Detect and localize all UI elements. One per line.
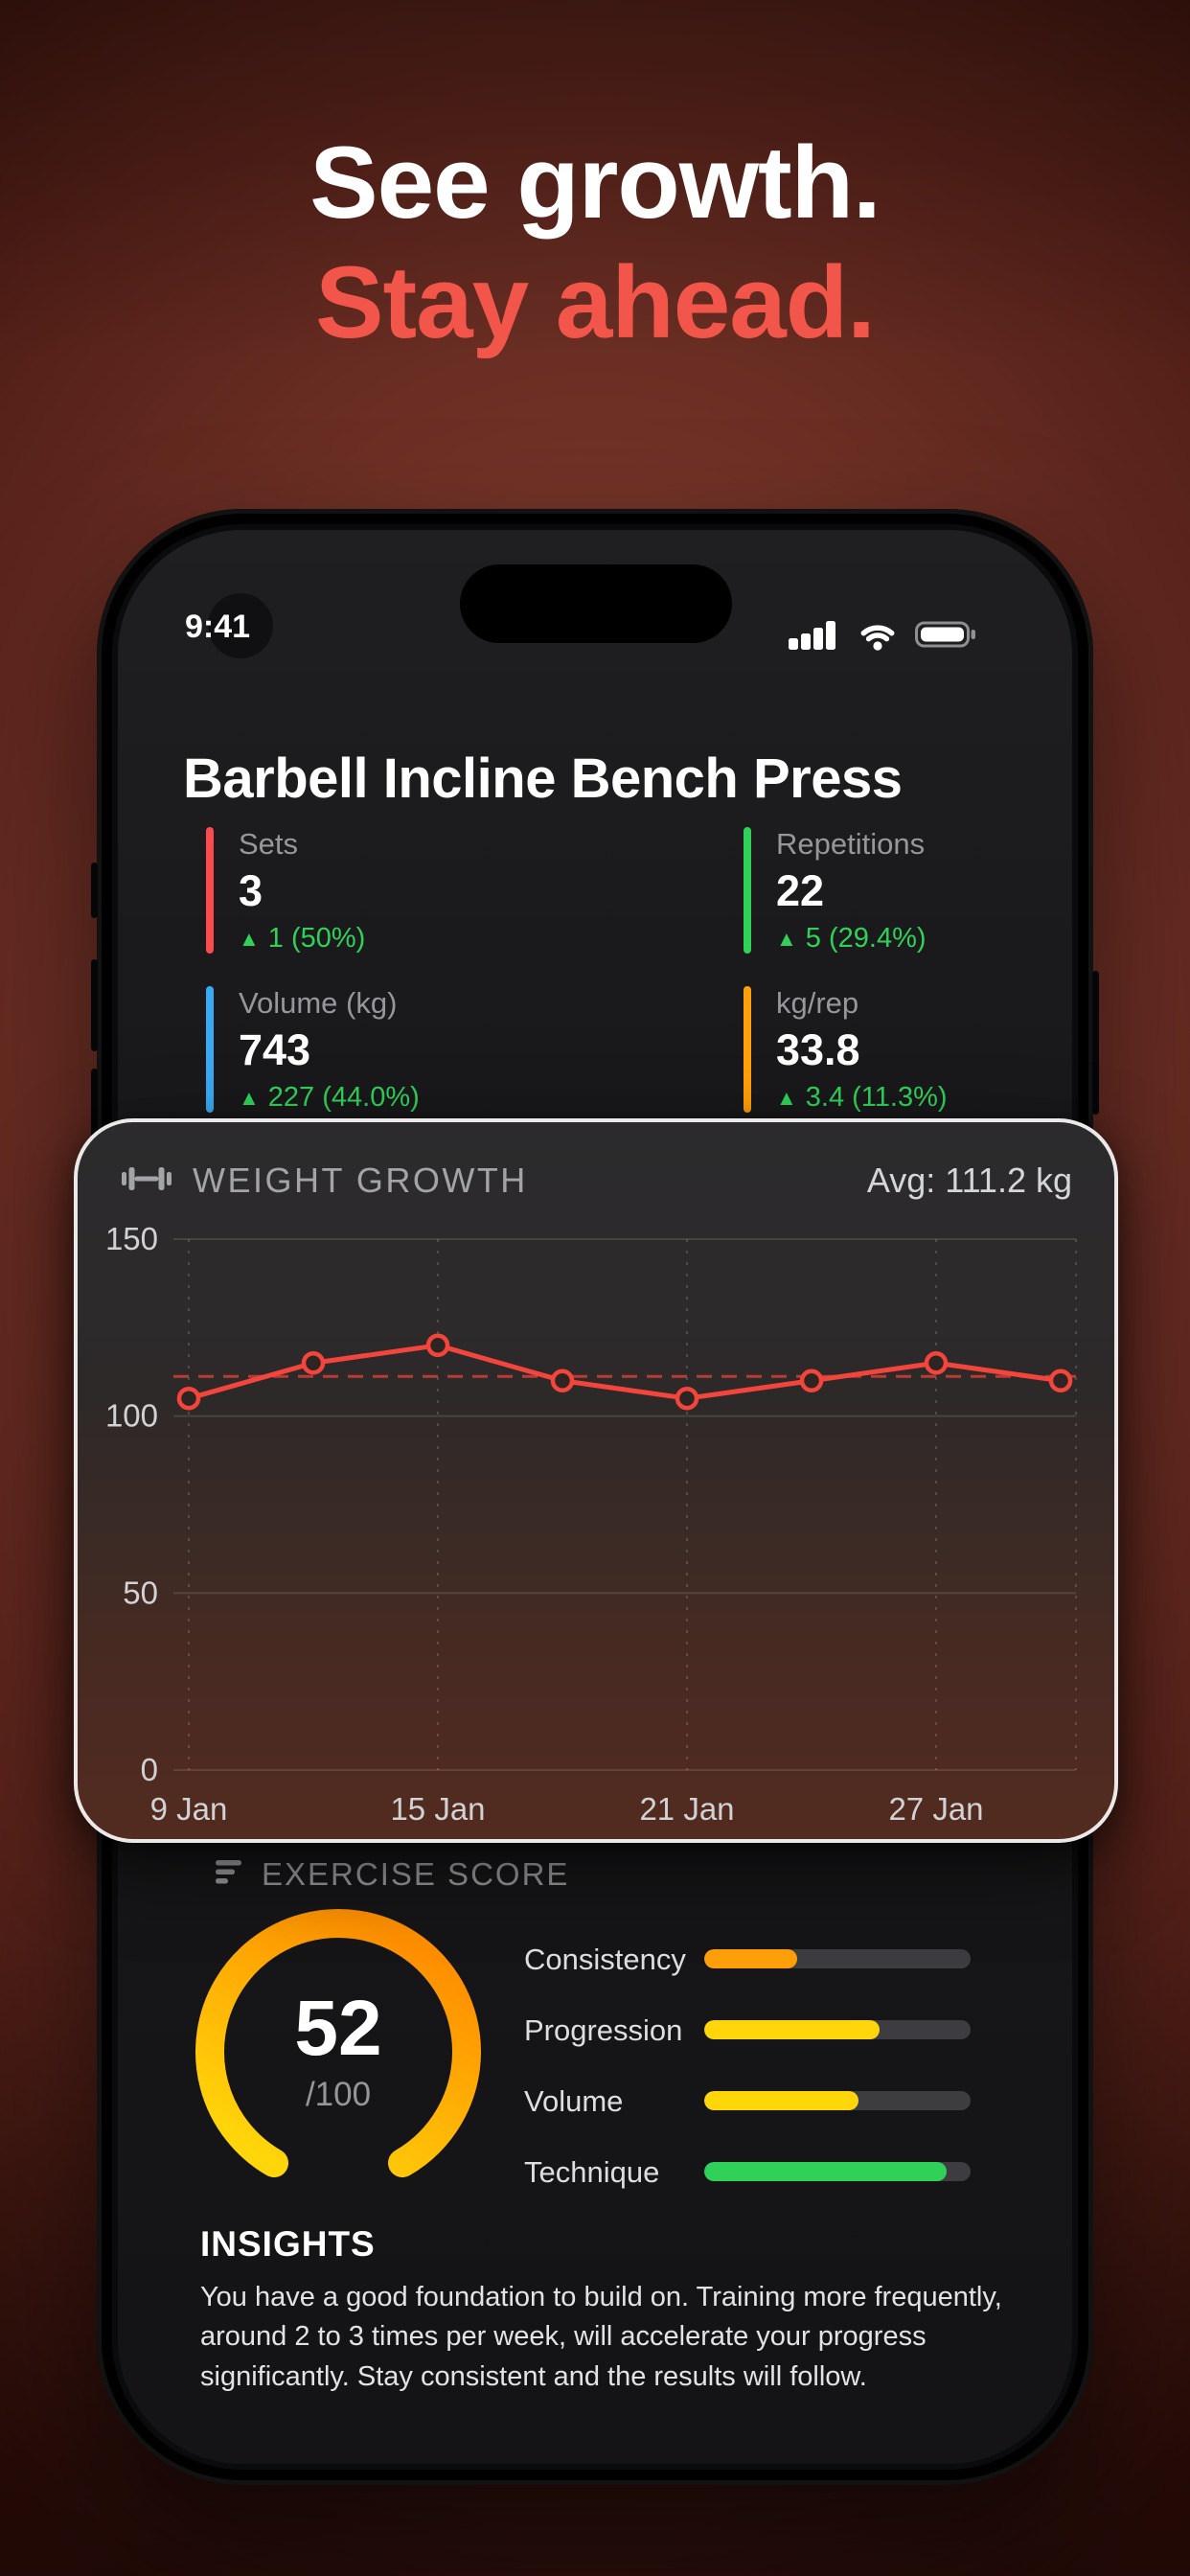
score-icon: [212, 1854, 246, 1894]
metric-label: Consistency: [524, 1943, 686, 1976]
stat-change: ▲ 5 (29.4%): [776, 923, 927, 954]
stat-accent-bar: [744, 827, 751, 954]
insights-body: You have a good foundation to build on. …: [200, 2282, 1002, 2392]
stat-card: Sets 3 ▲ 1 (50%): [206, 827, 618, 954]
metric-bar-fill: [704, 2020, 881, 2039]
weight-card-title: WEIGHT GROWTH: [193, 1161, 528, 1200]
battery-icon: [915, 619, 978, 655]
weight-card-avg: Avg: 111.2 kg: [866, 1161, 1072, 1200]
svg-text:0: 0: [141, 1752, 158, 1787]
metric-label: Technique: [524, 2155, 660, 2189]
svg-text:9 Jan: 9 Jan: [150, 1791, 228, 1827]
headline: See growth. Stay ahead.: [0, 123, 1190, 362]
power-button: [1092, 971, 1099, 1115]
metric-bar-track: [704, 2091, 971, 2110]
up-arrow-icon: ▲: [776, 926, 797, 951]
headline-line2: Stay ahead.: [315, 244, 876, 360]
stat-card: Volume (kg) 743 ▲ 227 (44.0%): [206, 986, 618, 1114]
weight-growth-chart: 0 50 100 150 9 Jan 15 Jan 21 Jan 27 Jan: [105, 1221, 1077, 1827]
svg-text:21 Jan: 21 Jan: [639, 1791, 734, 1827]
stat-change-text: 1 (50%): [267, 923, 366, 954]
stat-accent-bar: [744, 986, 751, 1113]
stat-value: 33.8: [776, 1025, 860, 1074]
dumbbell-icon: [120, 1162, 173, 1200]
stat-accent-bar: [206, 827, 214, 954]
mute-switch: [91, 862, 98, 918]
stat-label: Sets: [239, 827, 299, 861]
metric-label: Volume: [524, 2084, 624, 2118]
stat-label: kg/rep: [776, 986, 859, 1020]
metric-bar-fill: [704, 1949, 798, 1968]
score-section-title: EXERCISE SCORE: [262, 1855, 570, 1892]
up-arrow-icon: ▲: [239, 926, 260, 951]
svg-text:100: 100: [105, 1398, 158, 1434]
up-arrow-icon: ▲: [239, 1085, 260, 1110]
exercise-title: Barbell Incline Bench Press: [183, 748, 903, 810]
stat-label: Volume (kg): [239, 986, 398, 1020]
score-value: 52: [294, 1985, 382, 2072]
stat-card: Repetitions 22 ▲ 5 (29.4%): [744, 827, 1072, 954]
faded-back-button: [208, 593, 273, 658]
up-arrow-icon: ▲: [776, 1085, 797, 1110]
metric-bar-track: [704, 1949, 971, 1968]
wifi-icon: [854, 618, 902, 656]
stat-value: 22: [776, 866, 825, 915]
weight-growth-card: WEIGHT GROWTH Avg: 111.2 kg 0 50 100 150 9 J…: [74, 1118, 1118, 1843]
stat-change: ▲ 1 (50%): [239, 923, 365, 954]
exercise-score-header: EXERCISE SCORE: [212, 1854, 569, 1894]
stat-value: 743: [239, 1025, 311, 1074]
svg-text:150: 150: [105, 1221, 158, 1256]
cellular-signal-icon: [789, 619, 840, 655]
score-gauge: 52 /100: [185, 1898, 492, 2205]
metric-label: Progression: [524, 2013, 683, 2047]
stat-change-text: 227 (44.0%): [267, 1082, 420, 1113]
insights-title: INSIGHTS: [200, 2224, 376, 2264]
stat-change-text: 3.4 (11.3%): [805, 1082, 948, 1113]
stat-change: ▲ 3.4 (11.3%): [776, 1082, 948, 1114]
headline-line1: See growth.: [309, 125, 881, 240]
stat-card: kg/rep 33.8 ▲ 3.4 (11.3%): [744, 986, 1072, 1114]
stat-label: Repetitions: [776, 827, 926, 861]
weight-card-header: WEIGHT GROWTH Avg: 111.2 kg: [120, 1161, 1072, 1201]
metric-bar-track: [704, 2162, 971, 2181]
stat-accent-bar: [206, 986, 214, 1113]
volume-down-button: [91, 1069, 98, 1161]
metric-bar-track: [704, 2020, 971, 2039]
gauge-arc: [195, 1909, 481, 2195]
dynamic-island: [460, 564, 732, 643]
svg-text:27 Jan: 27 Jan: [888, 1791, 983, 1827]
score-denominator: /100: [305, 2076, 372, 2113]
status-icons: [789, 618, 978, 656]
metric-bar-fill: [704, 2091, 859, 2110]
stat-change-text: 5 (29.4%): [805, 923, 927, 954]
stat-value: 3: [239, 866, 263, 915]
volume-up-button: [91, 959, 98, 1051]
stat-change: ▲ 227 (44.0%): [239, 1082, 420, 1114]
svg-text:15 Jan: 15 Jan: [390, 1791, 485, 1827]
status-time: 9:41: [185, 609, 251, 645]
svg-text:50: 50: [123, 1575, 158, 1610]
metric-bar-fill: [704, 2162, 947, 2181]
